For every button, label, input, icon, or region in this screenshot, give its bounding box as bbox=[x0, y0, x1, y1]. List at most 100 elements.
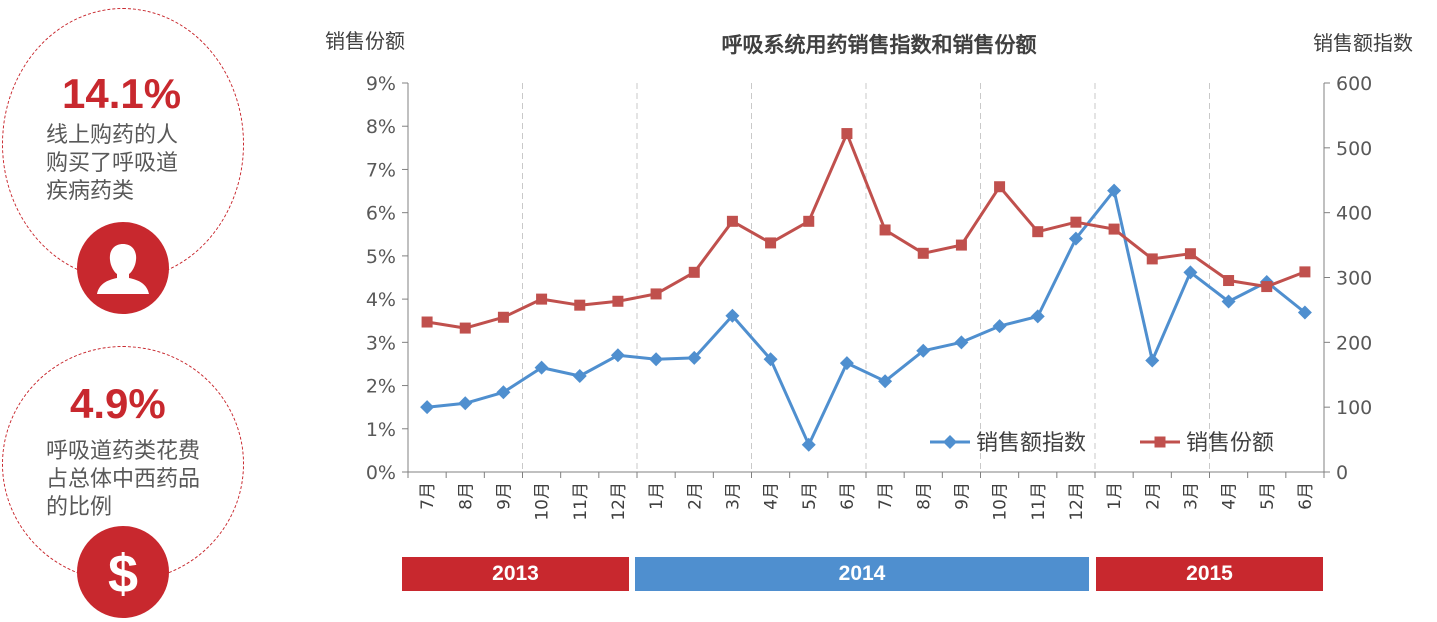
stat-description-online-share: 线上购药的人 购买了呼吸道 疾病药类 bbox=[46, 123, 179, 204]
x-tick-label: 11月 bbox=[571, 482, 591, 521]
data-point-diamond bbox=[954, 335, 969, 350]
year-band-2014: 2014 bbox=[635, 557, 1089, 591]
x-tick-label: 9月 bbox=[952, 482, 972, 510]
left-tick-label: 3% bbox=[366, 332, 396, 354]
data-point-square bbox=[497, 311, 509, 323]
x-tick-label: 5月 bbox=[1258, 482, 1278, 510]
dollar-icon: $ bbox=[77, 526, 169, 618]
data-point-diamond bbox=[1068, 231, 1083, 246]
data-point-square bbox=[459, 322, 471, 334]
data-point-diamond bbox=[916, 343, 931, 358]
left-tick-label: 4% bbox=[366, 289, 396, 311]
left-tick-label: 7% bbox=[366, 159, 396, 181]
x-tick-label: 1月 bbox=[647, 482, 667, 510]
legend-marker-diamond bbox=[943, 435, 957, 449]
legend-marker-square bbox=[1154, 436, 1166, 448]
x-tick-label: 1月 bbox=[1105, 482, 1125, 510]
data-point-diamond bbox=[1183, 265, 1198, 280]
data-point-square bbox=[879, 224, 891, 236]
x-tick-label: 10月 bbox=[533, 482, 553, 521]
data-point-diamond bbox=[763, 352, 778, 367]
data-point-diamond bbox=[458, 396, 473, 411]
data-point-square bbox=[1108, 223, 1120, 235]
left-tick-label: 0% bbox=[366, 462, 396, 484]
data-point-square bbox=[1070, 216, 1082, 228]
left-tick-label: 2% bbox=[366, 376, 396, 398]
right-tick-label: 0 bbox=[1336, 462, 1348, 484]
left-tick-label: 1% bbox=[366, 419, 396, 441]
stat-value-spending-share: 4.9% bbox=[70, 380, 166, 427]
x-tick-label: 4月 bbox=[762, 482, 782, 510]
x-tick-label: 5月 bbox=[800, 482, 820, 510]
right-tick-label: 500 bbox=[1336, 138, 1372, 160]
x-tick-label: 6月 bbox=[838, 482, 858, 510]
data-point-square bbox=[1299, 266, 1311, 278]
x-tick-label: 8月 bbox=[456, 482, 476, 510]
x-tick-label: 6月 bbox=[1296, 482, 1316, 510]
x-tick-label: 3月 bbox=[723, 482, 743, 510]
data-point-square bbox=[536, 293, 548, 305]
data-point-square bbox=[1223, 275, 1235, 287]
person-icon bbox=[77, 222, 169, 314]
data-point-diamond bbox=[1107, 183, 1122, 198]
stat-value-online-share: 14.1% bbox=[62, 70, 182, 117]
data-point-diamond bbox=[687, 350, 702, 365]
x-tick-label: 3月 bbox=[1181, 482, 1201, 510]
series-line-square bbox=[426, 132, 1306, 330]
data-point-diamond bbox=[496, 385, 511, 400]
data-point-square bbox=[803, 215, 815, 227]
data-point-square bbox=[1184, 248, 1196, 260]
x-tick-label: 12月 bbox=[1067, 482, 1087, 521]
data-point-square bbox=[726, 215, 738, 227]
data-point-diamond bbox=[878, 374, 893, 389]
right-tick-label: 600 bbox=[1336, 73, 1372, 95]
left-tick-label: 6% bbox=[366, 203, 396, 225]
data-point-square bbox=[1261, 281, 1273, 293]
data-point-diamond bbox=[801, 437, 816, 452]
x-tick-label: 9月 bbox=[494, 482, 514, 510]
x-tick-label: 7月 bbox=[876, 482, 896, 510]
x-tick-label: 8月 bbox=[914, 482, 934, 510]
year-band-2013: 2013 bbox=[402, 557, 629, 591]
left-axis-title: 销售份额 bbox=[325, 29, 405, 53]
x-tick-label: 12月 bbox=[609, 482, 629, 521]
data-point-square bbox=[688, 266, 700, 278]
data-point-diamond bbox=[534, 360, 549, 375]
data-point-diamond bbox=[1221, 294, 1236, 309]
left-tick-label: 9% bbox=[366, 73, 396, 95]
right-axis-title: 销售额指数 bbox=[1313, 31, 1413, 55]
data-point-diamond bbox=[725, 308, 740, 323]
data-point-square bbox=[421, 316, 433, 328]
stat-description-spending-share: 呼吸道药类花费 占总体中西药品 的比例 bbox=[46, 439, 201, 520]
data-point-diamond bbox=[1030, 309, 1045, 324]
left-tick-label: 5% bbox=[366, 246, 396, 268]
data-point-square bbox=[1032, 226, 1044, 238]
x-tick-label: 4月 bbox=[1220, 482, 1240, 510]
x-tick-label: 2月 bbox=[685, 482, 705, 510]
data-point-square bbox=[1146, 253, 1158, 265]
left-tick-label: 8% bbox=[366, 116, 396, 138]
data-point-diamond bbox=[992, 319, 1007, 334]
year-band-2015: 2015 bbox=[1096, 557, 1323, 591]
data-point-square bbox=[994, 181, 1006, 193]
x-tick-label: 10月 bbox=[991, 482, 1011, 521]
right-tick-label: 400 bbox=[1336, 203, 1372, 225]
data-point-square bbox=[612, 295, 624, 307]
data-point-diamond bbox=[1145, 353, 1160, 368]
x-tick-label: 2月 bbox=[1143, 482, 1163, 510]
data-point-square bbox=[574, 299, 586, 311]
data-point-square bbox=[917, 247, 929, 259]
data-point-square bbox=[650, 288, 662, 300]
right-tick-label: 200 bbox=[1336, 332, 1372, 354]
legend-label: 销售份额 bbox=[1186, 431, 1274, 456]
data-point-diamond bbox=[1297, 305, 1312, 320]
right-tick-label: 300 bbox=[1336, 268, 1372, 290]
data-point-diamond bbox=[610, 348, 625, 363]
data-point-square bbox=[955, 239, 967, 251]
data-point-diamond bbox=[649, 352, 664, 367]
right-tick-label: 100 bbox=[1336, 397, 1372, 419]
x-tick-label: 11月 bbox=[1029, 482, 1049, 521]
data-point-diamond bbox=[420, 400, 435, 415]
x-tick-label: 7月 bbox=[418, 482, 438, 510]
